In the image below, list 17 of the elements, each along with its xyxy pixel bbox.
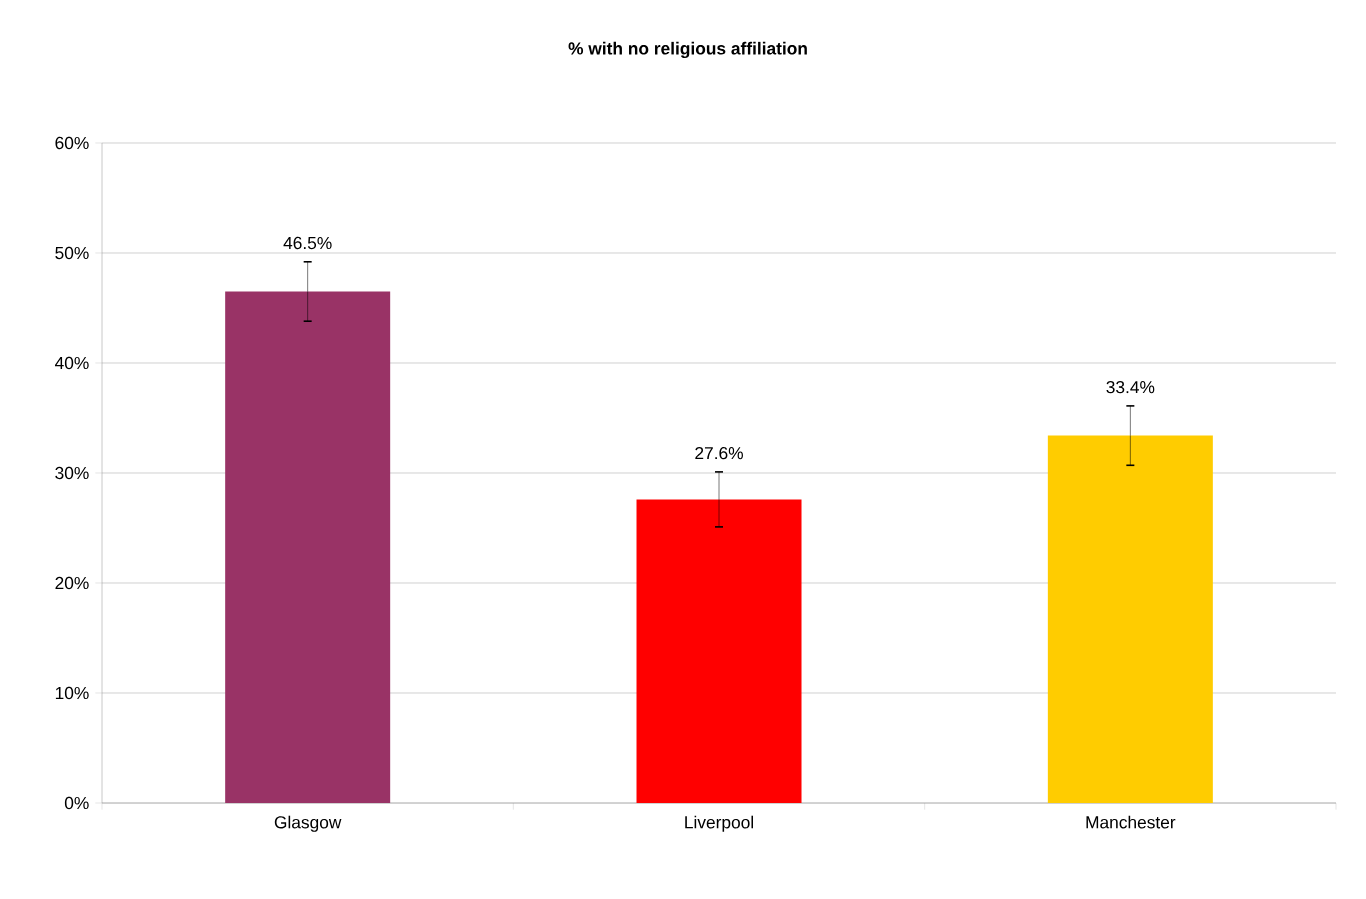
x-tick-label: Liverpool (685, 815, 754, 832)
bar (1047, 435, 1213, 803)
y-tick-label: 40% (55, 356, 89, 370)
y-tick-label: 20% (55, 576, 89, 590)
data-label: 46.5% (283, 236, 332, 250)
y-tick-label: 50% (55, 246, 89, 260)
y-tick-label: 10% (55, 686, 89, 700)
x-tick-label: Glasgow (274, 815, 342, 832)
data-label: 27.6% (695, 446, 743, 460)
bar (225, 291, 391, 803)
x-tick-label: Manchester (1086, 815, 1176, 829)
y-tick-label: 60% (55, 136, 89, 150)
y-tick-label: 30% (55, 466, 89, 480)
bar (636, 499, 802, 803)
chart-title: % with no religious affiliation (568, 41, 807, 59)
data-label: 33.4% (1106, 380, 1155, 394)
y-tick-label: 0% (64, 796, 89, 810)
